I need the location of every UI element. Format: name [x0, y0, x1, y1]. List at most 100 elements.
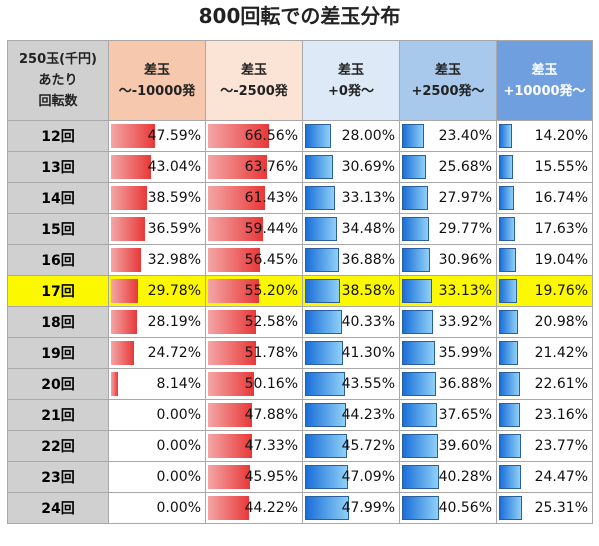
- column-header-plus-2500: 差玉 +2500発～: [399, 40, 497, 121]
- value-cell: 0.00%: [108, 461, 206, 493]
- value-cell: 34.48%: [302, 213, 400, 245]
- value-cell: 23.16%: [496, 399, 593, 431]
- value-bar: [499, 248, 517, 272]
- value-cell: 47.33%: [205, 430, 303, 462]
- row-label: 19回: [7, 337, 109, 369]
- value-cell: 47.09%: [302, 461, 400, 493]
- value-label: 17.63%: [534, 221, 588, 237]
- column-header-line-2: +10000発～: [503, 83, 586, 99]
- value-bar: [305, 434, 348, 458]
- value-label: 50.16%: [244, 376, 298, 392]
- row-label: 18回: [7, 306, 109, 338]
- distribution-table: 250玉(千円) あたり 回転数 差玉 ～-10000発 差玉 ～-2500発 …: [7, 40, 593, 524]
- value-bar: [402, 124, 424, 148]
- value-label: 33.92%: [438, 314, 492, 330]
- value-cell: 50.16%: [205, 368, 303, 400]
- value-bar: [402, 372, 436, 396]
- table-row: 14回 38.59% 61.43% 33.13% 27.97% 16.74%: [7, 182, 593, 214]
- value-cell: 40.28%: [399, 461, 497, 493]
- row-label: 16回: [7, 244, 109, 276]
- value-cell: 22.61%: [496, 368, 593, 400]
- header-row: 250玉(千円) あたり 回転数 差玉 ～-10000発 差玉 ～-2500発 …: [7, 40, 593, 121]
- value-label: 44.23%: [341, 407, 395, 423]
- value-cell: 61.43%: [205, 182, 303, 214]
- value-label: 36.59%: [147, 221, 201, 237]
- value-bar: [499, 217, 516, 241]
- value-bar: [208, 279, 259, 303]
- table-row: 13回 43.04% 63.76% 30.69% 25.68% 15.55%: [7, 151, 593, 183]
- value-bar: [305, 248, 339, 272]
- value-label: 66.56%: [244, 128, 298, 144]
- value-label: 32.98%: [147, 252, 201, 268]
- value-cell: 20.98%: [496, 306, 593, 338]
- value-label: 43.55%: [341, 376, 395, 392]
- value-label: 27.97%: [438, 190, 492, 206]
- value-bar: [208, 155, 267, 179]
- value-bar: [402, 217, 430, 241]
- value-cell: 55.20%: [205, 275, 303, 307]
- value-label: 16.74%: [534, 190, 588, 206]
- table-row: 12回 47.59% 66.56% 28.00% 23.40% 14.20%: [7, 120, 593, 152]
- value-cell: 39.60%: [399, 430, 497, 462]
- value-label: 47.33%: [244, 438, 298, 454]
- value-label: 39.60%: [438, 438, 492, 454]
- value-label: 47.88%: [244, 407, 298, 423]
- value-label: 45.95%: [244, 469, 298, 485]
- column-header-minus-10000: 差玉 ～-10000発: [108, 40, 206, 121]
- value-bar: [402, 186, 428, 210]
- value-cell: 36.88%: [302, 244, 400, 276]
- table-row: 22回 0.00% 47.33% 45.72% 39.60% 23.77%: [7, 430, 593, 462]
- value-cell: 0.00%: [108, 492, 206, 524]
- value-label: 20.98%: [534, 314, 588, 330]
- value-cell: 32.98%: [108, 244, 206, 276]
- value-bar: [305, 310, 343, 334]
- value-label: 51.78%: [244, 345, 298, 361]
- table-row: 17回 29.78% 55.20% 38.58% 33.13% 19.76%: [7, 275, 593, 307]
- value-bar: [305, 124, 331, 148]
- value-label: 23.77%: [534, 438, 588, 454]
- value-label: 47.99%: [341, 500, 395, 516]
- value-cell: 33.13%: [302, 182, 400, 214]
- value-cell: 0.00%: [108, 399, 206, 431]
- value-bar: [402, 496, 440, 520]
- value-bar: [208, 248, 260, 272]
- value-bar: [208, 496, 249, 520]
- value-label: 38.59%: [147, 190, 201, 206]
- column-header-plus-10000: 差玉 +10000発～: [496, 40, 593, 121]
- value-label: 43.04%: [147, 159, 201, 175]
- value-bar: [499, 186, 515, 210]
- chart-title: 800回転での差玉分布: [198, 4, 401, 28]
- value-cell: 52.58%: [205, 306, 303, 338]
- value-cell: 8.14%: [108, 368, 206, 400]
- value-cell: 23.77%: [496, 430, 593, 462]
- value-label: 28.00%: [341, 128, 395, 144]
- value-bar: [499, 124, 512, 148]
- table-row: 20回 8.14% 50.16% 43.55% 36.88% 22.61%: [7, 368, 593, 400]
- value-label: 15.55%: [534, 159, 588, 175]
- row-label: 17回: [7, 275, 109, 307]
- column-header-line-1: 差玉: [240, 62, 267, 78]
- value-cell: 44.23%: [302, 399, 400, 431]
- column-header-line-1: 差玉: [143, 62, 170, 78]
- value-cell: 40.33%: [302, 306, 400, 338]
- value-bar: [402, 465, 440, 489]
- value-bar: [499, 310, 519, 334]
- value-label: 47.09%: [341, 469, 395, 485]
- value-bar: [402, 248, 431, 272]
- value-cell: 47.99%: [302, 492, 400, 524]
- value-cell: 19.04%: [496, 244, 593, 276]
- value-cell: 0.00%: [108, 430, 206, 462]
- value-label: 33.13%: [341, 190, 395, 206]
- value-label: 23.16%: [534, 407, 588, 423]
- value-bar: [499, 434, 521, 458]
- row-label: 15回: [7, 213, 109, 245]
- value-cell: 30.69%: [302, 151, 400, 183]
- value-cell: 33.92%: [399, 306, 497, 338]
- value-bar: [111, 341, 134, 365]
- value-cell: 63.76%: [205, 151, 303, 183]
- value-label: 59.44%: [244, 221, 298, 237]
- value-label: 23.40%: [438, 128, 492, 144]
- row-label: 22回: [7, 430, 109, 462]
- value-cell: 17.63%: [496, 213, 593, 245]
- value-label: 55.20%: [244, 283, 298, 299]
